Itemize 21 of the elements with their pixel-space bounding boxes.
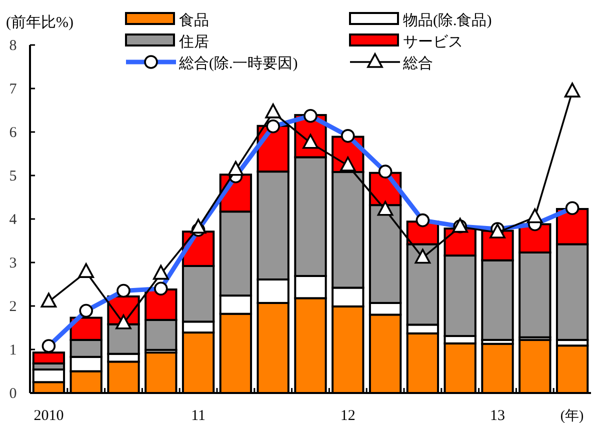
x-tick-label: 2010 bbox=[34, 408, 64, 423]
y-axis-title: (前年比%) bbox=[6, 14, 74, 31]
y-tick-label: 2 bbox=[9, 299, 17, 315]
y-tick-label: 3 bbox=[9, 256, 17, 272]
x-tick-label: 11 bbox=[191, 408, 206, 423]
legend-label: 総合(除.一時要因) bbox=[178, 55, 298, 72]
legend-label: 住居 bbox=[178, 34, 209, 50]
x-axis-title: (年) bbox=[560, 408, 584, 423]
legend-label: 総合 bbox=[402, 55, 433, 72]
y-tick-label: 1 bbox=[9, 342, 17, 358]
y-tick-label: 6 bbox=[9, 125, 18, 141]
y-tick-label: 0 bbox=[9, 386, 17, 402]
y-tick-label: 8 bbox=[9, 38, 17, 54]
legend-label: 物品(除.食品) bbox=[403, 12, 492, 29]
legend-label: サービス bbox=[403, 34, 463, 50]
y-tick-label: 5 bbox=[9, 168, 17, 184]
y-tick-label: 4 bbox=[9, 212, 18, 228]
y-tick-label: 7 bbox=[9, 82, 18, 98]
legend-label: 食品 bbox=[179, 12, 209, 29]
x-tick-label: 12 bbox=[340, 408, 356, 423]
x-tick-label: 13 bbox=[490, 408, 505, 423]
